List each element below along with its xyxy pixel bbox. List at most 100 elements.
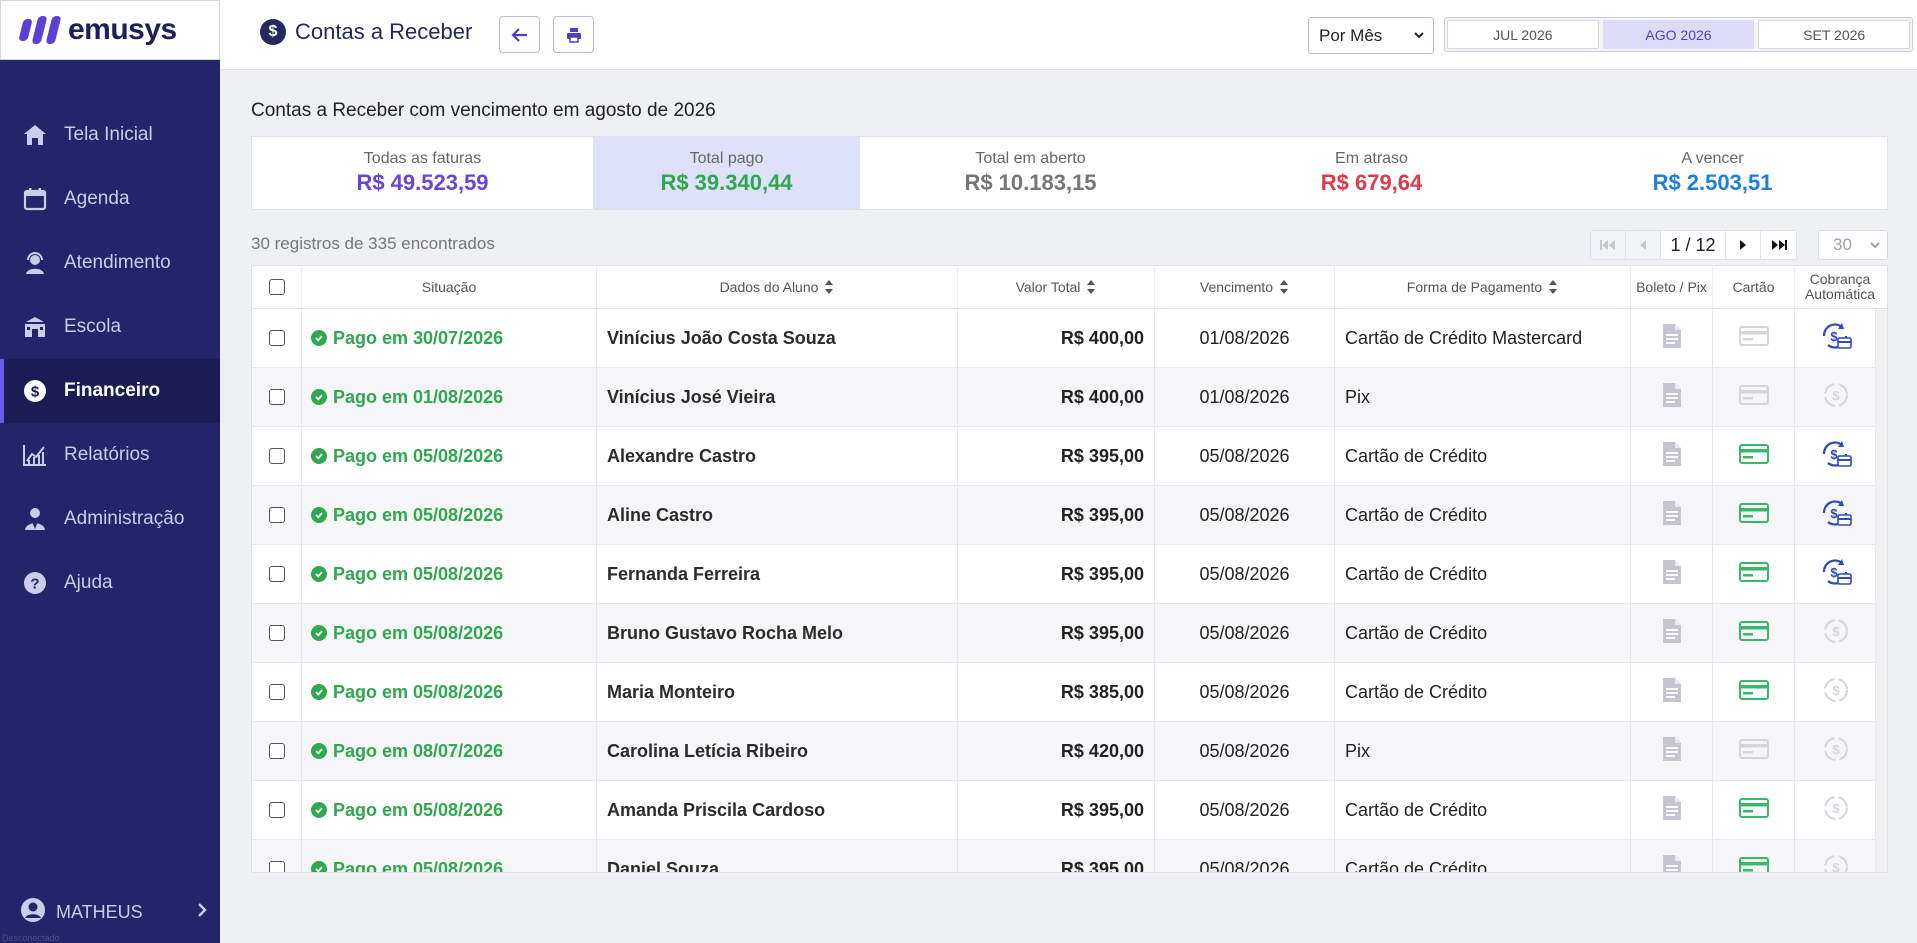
summary-card[interactable]: Total pago R$ 39.340,44 <box>593 137 860 209</box>
row-select-cell <box>252 545 302 603</box>
table-row[interactable]: Pago em 05/08/2026 Daniel Souza R$ 395,00 0… <box>252 840 1887 872</box>
credit-card-icon[interactable] <box>1738 384 1769 411</box>
auto-charge-icon[interactable]: $ <box>1823 736 1849 767</box>
month-button[interactable]: SET 2026 <box>1758 20 1911 49</box>
student-name[interactable]: Daniel Souza <box>597 840 958 872</box>
row-checkbox[interactable] <box>268 743 285 759</box>
summary-card[interactable]: Total em aberto R$ 10.183,15 <box>860 137 1201 209</box>
sidebar-item-agenda[interactable]: Agenda <box>0 167 220 231</box>
select-all-checkbox[interactable] <box>268 279 285 295</box>
auto-charge-icon[interactable]: $ <box>1823 677 1849 708</box>
summary-card[interactable]: A vencer R$ 2.503,51 <box>1542 137 1883 209</box>
credit-card-icon[interactable] <box>1738 856 1769 872</box>
credit-card-icon[interactable] <box>1738 738 1769 765</box>
header-select-all <box>252 266 302 308</box>
table-row[interactable]: Pago em 08/07/2026 Carolina Letícia Ribei… <box>252 722 1887 781</box>
next-page-button[interactable] <box>1726 231 1761 259</box>
auto-charge-icon[interactable]: $ <box>1820 439 1852 474</box>
credit-card-icon[interactable] <box>1738 620 1769 647</box>
user-menu[interactable]: MATHEUS <box>0 890 220 934</box>
table-row[interactable]: Pago em 30/07/2026 Vinícius João Costa So… <box>252 309 1887 368</box>
table-row[interactable]: Pago em 05/08/2026 Aline Castro R$ 395,00 0… <box>252 486 1887 545</box>
auto-charge-icon[interactable]: $ <box>1823 795 1849 826</box>
period-select[interactable]: Por Mês <box>1308 17 1434 54</box>
row-checkbox[interactable] <box>268 330 285 346</box>
back-button[interactable] <box>499 16 540 53</box>
table-row[interactable]: Pago em 05/08/2026 Alexandre Castro R$ 395… <box>252 427 1887 486</box>
sidebar-item-financeiro[interactable]: $ Financeiro <box>0 359 220 423</box>
student-name[interactable]: Alexandre Castro <box>597 427 958 485</box>
month-button[interactable]: AGO 2026 <box>1602 20 1755 49</box>
row-checkbox[interactable] <box>268 802 285 818</box>
print-button[interactable] <box>553 16 594 53</box>
sidebar-item-tela-inicial[interactable]: Tela Inicial <box>0 103 220 167</box>
table-row[interactable]: Pago em 05/08/2026 Maria Monteiro R$ 385,0… <box>252 663 1887 722</box>
sidebar-item-administracao[interactable]: Administração <box>0 487 220 551</box>
headset-user-icon <box>22 250 48 276</box>
sidebar-item-ajuda[interactable]: ? Ajuda <box>0 551 220 615</box>
row-checkbox[interactable] <box>268 566 285 582</box>
row-checkbox[interactable] <box>268 448 285 464</box>
student-name[interactable]: Vinícius José Vieira <box>597 368 958 426</box>
summary-card[interactable]: Em atraso R$ 679,64 <box>1201 137 1542 209</box>
document-icon[interactable] <box>1661 854 1683 872</box>
credit-card-icon[interactable] <box>1738 325 1769 352</box>
auto-charge-icon[interactable]: $ <box>1820 557 1852 592</box>
period-select-value: Por Mês <box>1319 25 1383 45</box>
document-icon[interactable] <box>1661 795 1683 826</box>
credit-card-icon[interactable] <box>1738 679 1769 706</box>
student-name[interactable]: Maria Monteiro <box>597 663 958 721</box>
row-checkbox[interactable] <box>268 625 285 641</box>
prev-page-button[interactable] <box>1626 231 1661 259</box>
header-forma[interactable]: Forma de Pagamento <box>1335 266 1631 308</box>
row-checkbox[interactable] <box>268 861 285 872</box>
table-row[interactable]: Pago em 05/08/2026 Bruno Gustavo Rocha Me… <box>252 604 1887 663</box>
credit-card-icon[interactable] <box>1738 443 1769 470</box>
logo[interactable]: emusys <box>0 0 220 60</box>
auto-charge-icon[interactable]: $ <box>1823 618 1849 649</box>
header-aluno[interactable]: Dados do Aluno <box>597 266 958 308</box>
student-name[interactable]: Bruno Gustavo Rocha Melo <box>597 604 958 662</box>
month-button[interactable]: JUL 2026 <box>1447 20 1599 49</box>
document-icon[interactable] <box>1661 323 1683 354</box>
credit-card-icon[interactable] <box>1738 797 1769 824</box>
last-page-button[interactable] <box>1761 231 1796 259</box>
payment-method: Pix <box>1335 368 1631 426</box>
table-row[interactable]: Pago em 05/08/2026 Fernanda Ferreira R$ 39… <box>252 545 1887 604</box>
row-checkbox[interactable] <box>268 684 285 700</box>
header-vencimento[interactable]: Vencimento <box>1155 266 1335 308</box>
row-checkbox[interactable] <box>268 507 285 523</box>
document-icon[interactable] <box>1661 677 1683 708</box>
total-value: R$ 395,00 <box>958 840 1155 872</box>
document-icon[interactable] <box>1661 441 1683 472</box>
student-name[interactable]: Aline Castro <box>597 486 958 544</box>
document-icon[interactable] <box>1661 382 1683 413</box>
first-page-button[interactable] <box>1591 231 1626 259</box>
auto-charge-icon[interactable]: $ <box>1823 382 1849 413</box>
document-icon[interactable] <box>1661 736 1683 767</box>
student-name[interactable]: Carolina Letícia Ribeiro <box>597 722 958 780</box>
credit-card-icon[interactable] <box>1738 561 1769 588</box>
sidebar-item-relatorios[interactable]: Relatórios <box>0 423 220 487</box>
document-icon[interactable] <box>1661 500 1683 531</box>
card-cell <box>1713 427 1795 485</box>
student-name[interactable]: Amanda Priscila Cardoso <box>597 781 958 839</box>
auto-charge-icon[interactable]: $ <box>1820 321 1852 356</box>
table-row[interactable]: Pago em 05/08/2026 Amanda Priscila Cardos… <box>252 781 1887 840</box>
header-valor[interactable]: Valor Total <box>958 266 1155 308</box>
sidebar-item-escola[interactable]: Escola <box>0 295 220 359</box>
student-name[interactable]: Vinícius João Costa Souza <box>597 309 958 367</box>
table-scrollbar[interactable] <box>1875 310 1887 872</box>
row-checkbox[interactable] <box>268 389 285 405</box>
sidebar-item-atendimento[interactable]: Atendimento <box>0 231 220 295</box>
auto-charge-icon[interactable]: $ <box>1823 854 1849 872</box>
page-size-select[interactable]: 30 <box>1818 230 1888 260</box>
credit-card-icon[interactable] <box>1738 502 1769 529</box>
table-row[interactable]: Pago em 01/08/2026 Vinícius José Vieira R$… <box>252 368 1887 427</box>
header-situacao[interactable]: Situação <box>302 266 597 308</box>
document-icon[interactable] <box>1661 559 1683 590</box>
auto-charge-icon[interactable]: $ <box>1820 498 1852 533</box>
document-icon[interactable] <box>1661 618 1683 649</box>
student-name[interactable]: Fernanda Ferreira <box>597 545 958 603</box>
summary-card[interactable]: Todas as faturas R$ 49.523,59 <box>252 137 593 209</box>
